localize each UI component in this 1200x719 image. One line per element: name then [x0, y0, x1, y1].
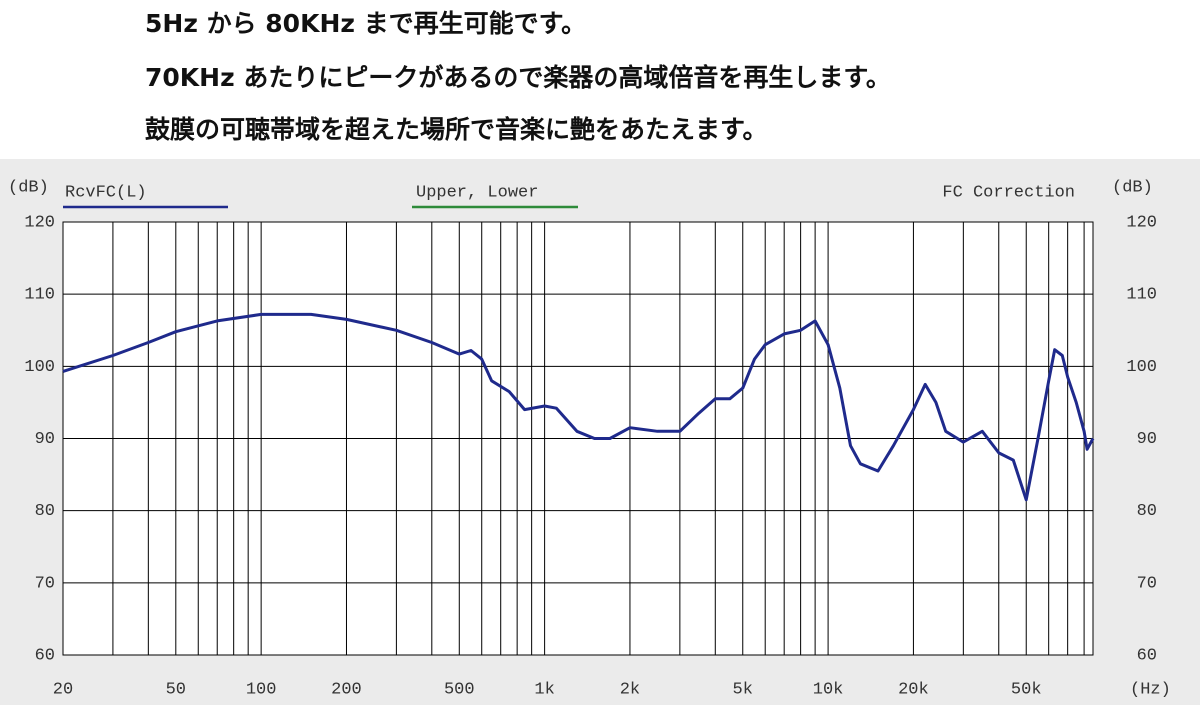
x-unit-label: (Hz) — [1130, 680, 1171, 699]
y-tick-label: 80 — [35, 502, 55, 521]
y-tick-label: 70 — [35, 574, 55, 593]
y-tick-label-right: 60 — [1137, 646, 1157, 665]
x-tick-label: 50k — [1011, 680, 1042, 699]
y-tick-label-right: 110 — [1126, 286, 1157, 305]
x-tick-label: 2k — [620, 680, 640, 699]
x-tick-label: 20k — [898, 680, 929, 699]
response-line — [62, 312, 1095, 502]
y-tick-label: 120 — [24, 213, 55, 232]
y-tick-label-right: 120 — [1126, 213, 1157, 232]
y-tick-label-right: 100 — [1126, 358, 1157, 377]
y-tick-label: 90 — [35, 430, 55, 449]
header-line: 5Hz から 80KHz まで再生可能です。 — [145, 9, 587, 38]
x-tick-label: 20 — [53, 680, 73, 699]
x-tick-label: 10k — [813, 680, 844, 699]
y-tick-label: 100 — [24, 358, 55, 377]
y-tick-label: 60 — [35, 646, 55, 665]
annotation: FC Correction — [942, 183, 1075, 202]
y-unit-label: (dB) — [8, 178, 49, 197]
header-line: 70KHz あたりにピークがあるので楽器の高域倍音を再生します。 — [145, 63, 891, 92]
x-tick-label: 200 — [331, 680, 362, 699]
y-tick-label-right: 90 — [1137, 430, 1157, 449]
y-tick-label-right: 70 — [1137, 574, 1157, 593]
x-tick-label: 1k — [534, 680, 554, 699]
x-tick-label: 100 — [246, 680, 277, 699]
header-line: 鼓膜の可聴帯域を超えた場所で音楽に艶をあたえます。 — [145, 115, 768, 144]
y-tick-label: 110 — [24, 286, 55, 305]
legend-label: RcvFC(L) — [65, 183, 147, 202]
x-tick-label: 5k — [733, 680, 753, 699]
y-tick-label-right: 80 — [1137, 502, 1157, 521]
x-tick-label: 50 — [166, 680, 186, 699]
x-tick-label: 500 — [444, 680, 475, 699]
y-unit-label: (dB) — [1112, 178, 1153, 197]
chart: (dB) (dB) (Hz) 60 60 70 70 80 80 90 90 100 100 110… — [0, 159, 1200, 705]
annotation: Upper, Lower — [416, 183, 538, 202]
